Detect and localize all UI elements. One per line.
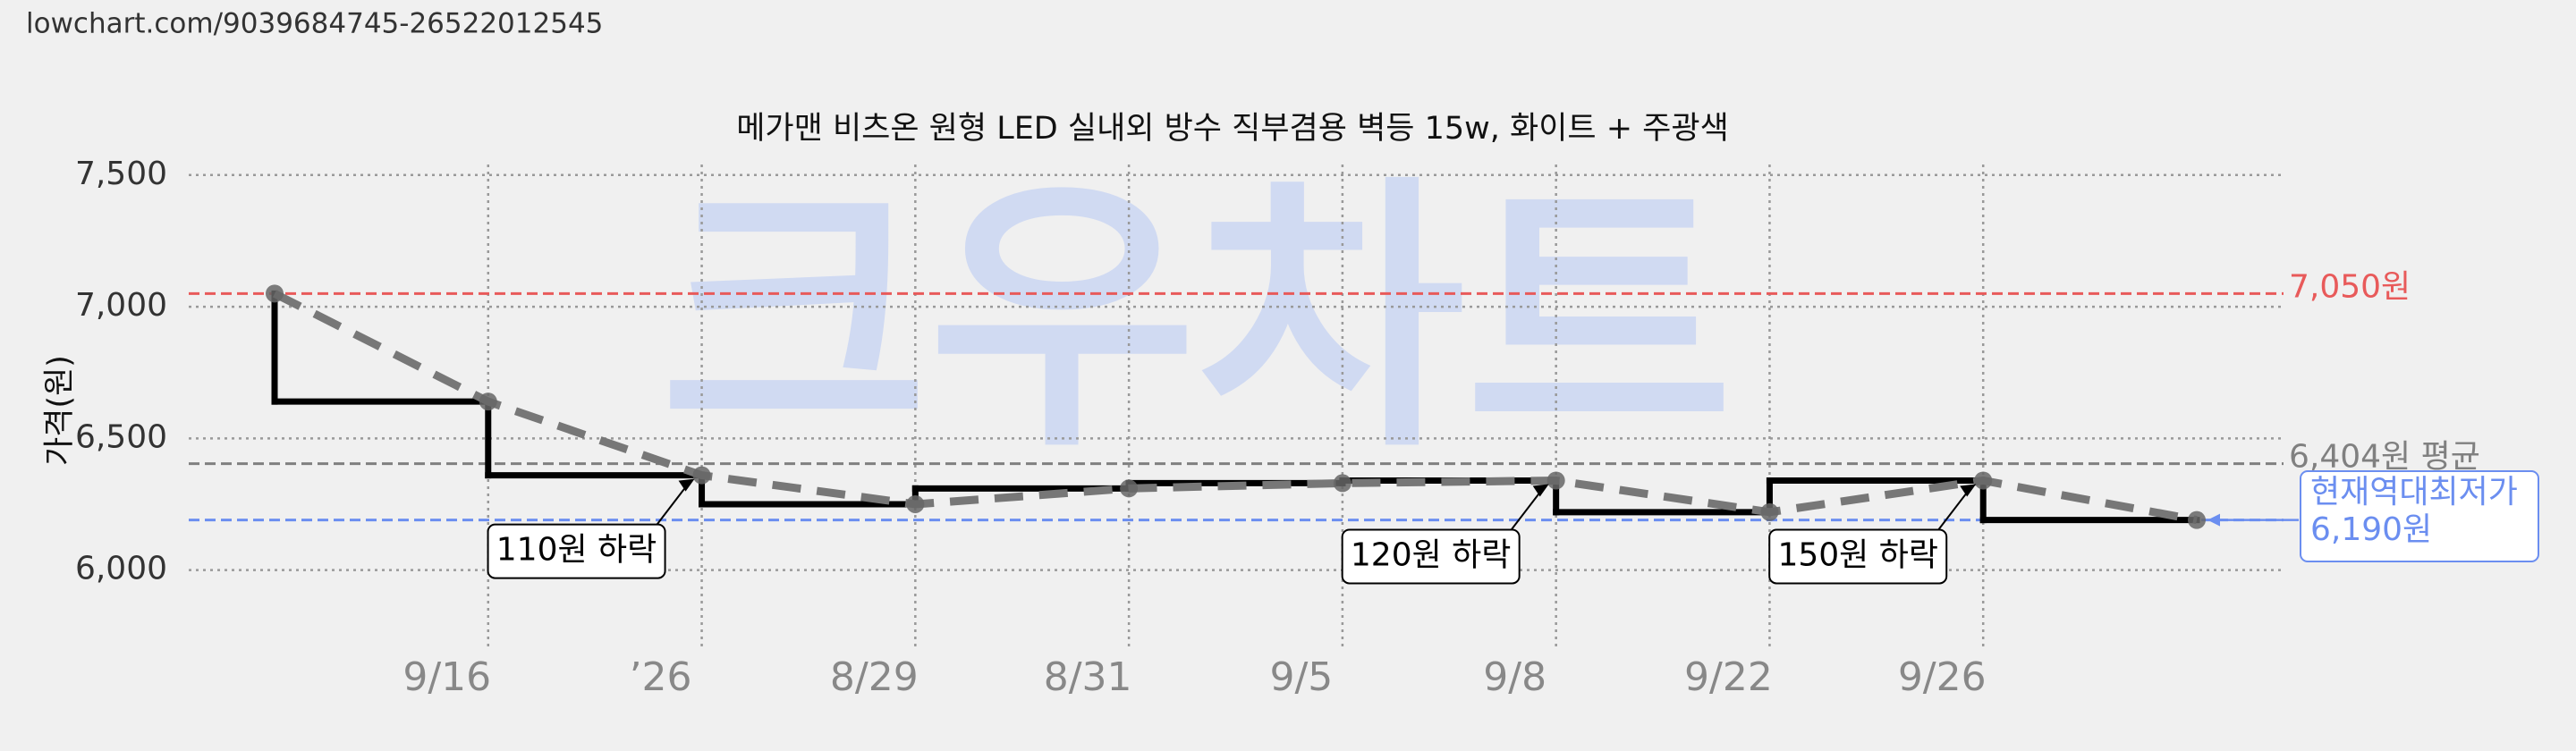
point xyxy=(1974,471,1993,490)
x-tick-label: 8/29 xyxy=(830,654,919,700)
x-tick-label: ’26 xyxy=(630,654,692,700)
point xyxy=(1333,474,1352,493)
reference-arrowhead xyxy=(2207,513,2220,527)
chart-title: 메가맨 비츠온 원형 LED 실내외 방수 직부겸용 벽등 15w, 화이트 +… xyxy=(736,111,1729,147)
y-tick-label: 7,000 xyxy=(75,287,167,324)
annotation-text: 150원 하락 xyxy=(1777,536,1938,573)
annotation-box xyxy=(1768,528,1948,585)
y-axis-label: 가격(원) xyxy=(42,355,78,466)
point xyxy=(1546,471,1565,490)
annotation-arrowhead xyxy=(1532,484,1549,497)
annotation-box xyxy=(1341,528,1521,585)
y-tick-label: 6,000 xyxy=(75,551,167,587)
reference-label: 6,190원 xyxy=(2310,511,2432,548)
x-tick-label: 9/16 xyxy=(402,654,491,700)
reference-label: 7,050원 xyxy=(2289,268,2411,305)
annotation-arrow xyxy=(656,481,691,526)
y-tick-label: 7,500 xyxy=(75,156,167,192)
annotation-text: 120원 하락 xyxy=(1351,536,1512,573)
x-tick-label: 9/26 xyxy=(1898,654,1987,700)
point xyxy=(1120,479,1139,498)
reference-label: 현재역대최저가 xyxy=(2310,474,2518,511)
annotation-arrow xyxy=(1937,486,1972,531)
point xyxy=(479,392,497,411)
annotation-arrow xyxy=(1510,486,1545,531)
x-tick-label: 9/22 xyxy=(1684,654,1773,700)
watermark: 크우차트 xyxy=(660,154,1733,486)
reference-label: 6,404원 평균 xyxy=(2289,439,2480,476)
x-tick-label: 9/5 xyxy=(1269,654,1333,700)
annotation-arrowhead xyxy=(678,478,695,492)
y-tick-label: 6,500 xyxy=(75,418,167,455)
point xyxy=(906,494,925,513)
trend-line xyxy=(272,290,2198,525)
reference-box xyxy=(2300,470,2539,562)
point xyxy=(2188,511,2206,529)
point xyxy=(692,466,711,485)
x-tick-label: 9/8 xyxy=(1483,654,1546,700)
point xyxy=(266,284,284,303)
url: lowchart.com/9039684745-26522012545 xyxy=(26,8,603,40)
annotation-box xyxy=(487,523,666,579)
annotation-text: 110원 하락 xyxy=(496,532,657,569)
annotation-arrowhead xyxy=(1960,484,1977,497)
x-tick-label: 8/31 xyxy=(1044,654,1132,700)
point xyxy=(1760,502,1779,521)
